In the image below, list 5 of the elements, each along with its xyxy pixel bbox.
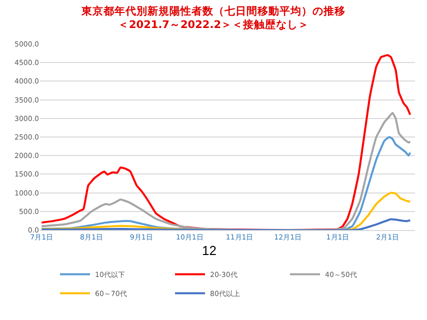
line-series (40, 54, 412, 230)
text: 12 (202, 243, 216, 258)
chart-title: 東京都年代別新規陽性者数（七日間移動平均）の推移 (80, 4, 346, 18)
chart-subtitle: ＜2021.7～2022.2＞＜接触歴なし＞ (118, 18, 310, 32)
line-series (40, 218, 412, 230)
